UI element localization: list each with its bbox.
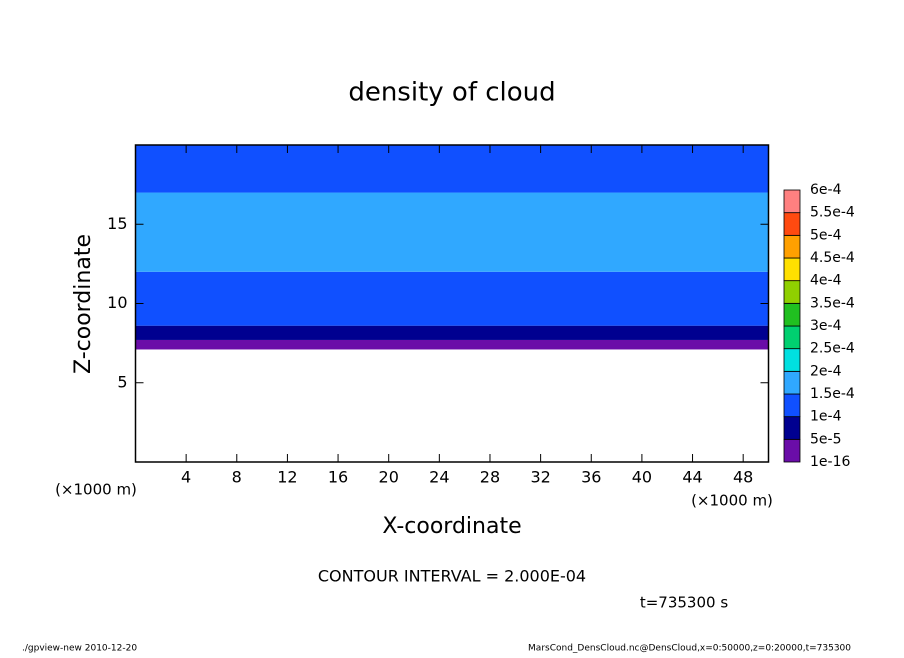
x-tick-label: 48 [733, 468, 753, 487]
colorbar-label: 3e-4 [810, 318, 842, 334]
contour-band [135, 339, 769, 350]
colorbar-box [783, 257, 801, 282]
colorbar-box [783, 302, 801, 327]
colorbar-label: 3.5e-4 [810, 295, 855, 311]
colorbar-box [783, 234, 801, 259]
contour-band [135, 271, 769, 326]
contour-band [135, 325, 769, 340]
annotation: CONTOUR INTERVAL = 2.000E-04 [318, 567, 586, 586]
colorbar-label: 1.5e-4 [810, 386, 855, 402]
x-unit: (×1000 m) [691, 492, 773, 510]
x-tick-label: 32 [530, 468, 550, 487]
y-tick-label: 5 [117, 372, 127, 391]
colorbar-label: 1e-4 [810, 409, 842, 425]
y-axis-label: Z-coordinate [71, 234, 96, 374]
colorbar-box [783, 370, 801, 395]
x-tick-label: 8 [232, 468, 242, 487]
footer: ./gpview-new 2010-12-20 [22, 644, 137, 654]
colorbar-label: 5.5e-4 [810, 205, 855, 221]
x-tick-label: 44 [682, 468, 702, 487]
colorbar-box [783, 393, 801, 418]
x-axis-label: X-coordinate [382, 514, 521, 539]
colorbar-box [783, 416, 801, 440]
chart-title: density of cloud [348, 78, 555, 108]
annotation: t=735300 s [640, 594, 728, 612]
x-tick-label: 28 [480, 468, 500, 487]
x-tick-label: 4 [181, 468, 191, 487]
colorbar-label: 5e-4 [810, 227, 842, 243]
y-unit: (×1000 m) [55, 481, 137, 499]
y-tick-label: 10 [107, 293, 127, 312]
colorbar-box [783, 280, 801, 304]
y-tick-label: 15 [107, 214, 127, 233]
colorbar-label: 4.5e-4 [810, 250, 855, 266]
colorbar-label: 1e-16 [810, 454, 850, 470]
colorbar-label: 2.5e-4 [810, 341, 855, 357]
colorbar-label: 5e-5 [810, 431, 841, 447]
x-tick-label: 20 [379, 468, 399, 487]
x-tick-label: 40 [632, 468, 652, 487]
colorbar-box [783, 348, 801, 372]
x-tick-label: 24 [429, 468, 449, 487]
contour-band [135, 192, 769, 272]
footer: MarsCond_DensCloud.nc@DensCloud,x=0:5000… [528, 644, 851, 654]
contour-band [135, 145, 769, 193]
x-tick-label: 36 [581, 468, 601, 487]
colorbar-box [783, 438, 801, 463]
colorbar-box [783, 189, 801, 214]
colorbar-label: 2e-4 [810, 363, 842, 379]
x-tick-label: 12 [277, 468, 297, 487]
colorbar-box [783, 325, 801, 350]
colorbar-label: 4e-4 [810, 273, 842, 289]
colorbar-label: 6e-4 [810, 182, 842, 198]
colorbar-box [783, 212, 801, 236]
x-tick-label: 16 [328, 468, 348, 487]
